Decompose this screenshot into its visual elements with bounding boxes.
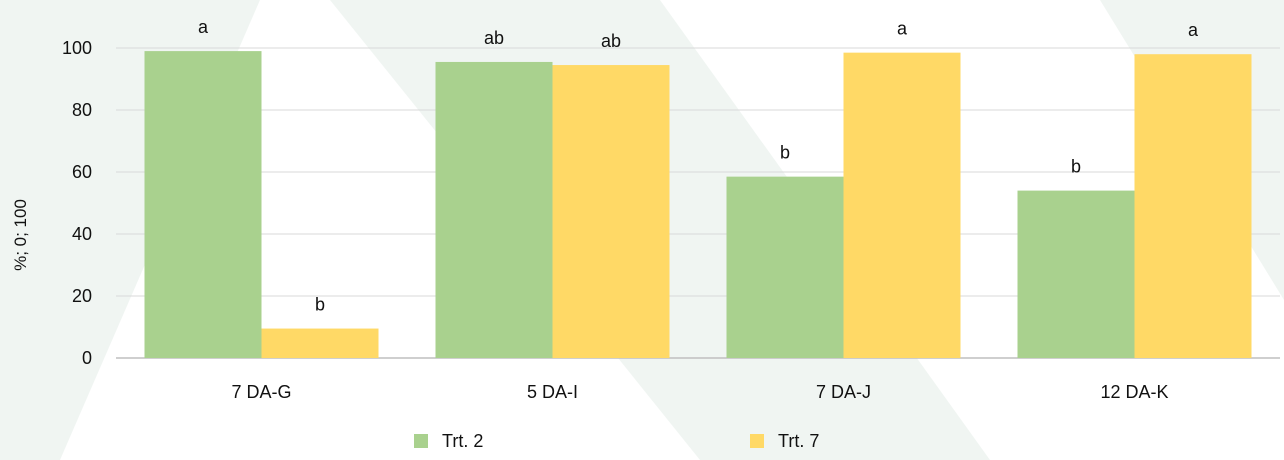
bar-trt-7-12-da-k bbox=[1134, 54, 1252, 358]
y-axis-ticks: 0 20 40 60 80 100 bbox=[62, 38, 92, 368]
legend-label: Trt. 2 bbox=[442, 431, 483, 451]
bar-trt-7-7-da-g bbox=[261, 328, 379, 358]
bar-trt-2-7-da-g bbox=[144, 51, 262, 358]
x-category-label: 5 DA-I bbox=[527, 382, 578, 402]
x-category-label: 7 DA-J bbox=[816, 382, 871, 402]
bars bbox=[144, 51, 1252, 359]
x-axis-categories: 7 DA-G 5 DA-I 7 DA-J 12 DA-K bbox=[231, 382, 1168, 402]
y-tick-label: 40 bbox=[72, 224, 92, 244]
bar-trt-2-7-da-j bbox=[726, 176, 844, 358]
significance-label: a bbox=[198, 17, 209, 37]
legend: Trt. 2 Trt. 7 bbox=[414, 431, 819, 451]
y-axis-label: %; 0; 100 bbox=[11, 199, 30, 271]
y-tick-label: 80 bbox=[72, 100, 92, 120]
significance-label: b bbox=[315, 295, 325, 315]
y-tick-label: 100 bbox=[62, 38, 92, 58]
significance-label: ab bbox=[601, 31, 621, 51]
bar-trt-2-12-da-k bbox=[1017, 190, 1135, 358]
significance-label: a bbox=[897, 19, 908, 39]
legend-swatch bbox=[414, 434, 428, 448]
bar-trt-7-7-da-j bbox=[843, 52, 961, 359]
significance-label: b bbox=[1071, 157, 1081, 177]
bar-trt-7-5-da-i bbox=[552, 65, 670, 359]
y-tick-label: 60 bbox=[72, 162, 92, 182]
y-tick-label: 0 bbox=[82, 348, 92, 368]
significance-label: ab bbox=[484, 28, 504, 48]
legend-swatch bbox=[750, 434, 764, 448]
x-category-label: 12 DA-K bbox=[1100, 382, 1168, 402]
bar-trt-2-5-da-i bbox=[435, 61, 553, 358]
significance-label: b bbox=[780, 143, 790, 163]
legend-label: Trt. 7 bbox=[778, 431, 819, 451]
x-category-label: 7 DA-G bbox=[231, 382, 291, 402]
y-tick-label: 20 bbox=[72, 286, 92, 306]
significance-label: a bbox=[1188, 20, 1199, 40]
